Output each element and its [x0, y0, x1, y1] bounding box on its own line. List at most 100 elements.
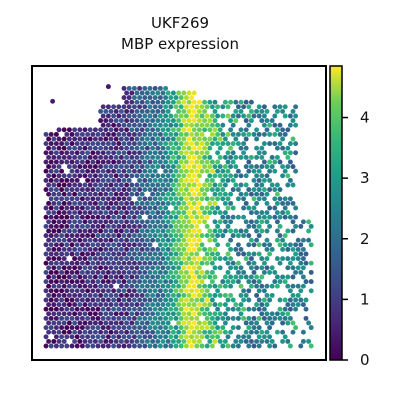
spot-point — [215, 325, 221, 331]
spot-point — [100, 141, 106, 147]
spot-point — [142, 141, 148, 147]
spot-point — [51, 219, 57, 225]
spot-point — [56, 265, 62, 271]
spot-point — [251, 306, 257, 312]
spot-point — [51, 164, 57, 170]
spot-point — [272, 159, 278, 165]
spot-point — [126, 251, 132, 257]
spot-point — [126, 159, 132, 165]
spot-point — [121, 260, 127, 266]
spot-point — [176, 338, 182, 344]
spot-point — [85, 150, 91, 156]
spot-point — [272, 279, 278, 285]
spot-point — [61, 302, 67, 308]
spot-point — [46, 191, 52, 197]
spot-point — [222, 256, 228, 262]
spot-point — [189, 288, 195, 294]
spot-point — [199, 269, 205, 275]
spot-point — [69, 196, 75, 202]
spot-point — [199, 214, 205, 220]
spot-point — [142, 334, 148, 340]
spot-point — [116, 288, 122, 294]
spot-point — [77, 154, 83, 160]
spot-point — [238, 228, 244, 234]
spot-point — [282, 297, 288, 303]
spot-point — [155, 200, 161, 206]
spot-point — [105, 233, 111, 239]
spot-point — [56, 210, 62, 216]
spot-point — [118, 265, 124, 271]
spot-point — [204, 150, 210, 156]
spot-point — [269, 311, 275, 317]
spot-point — [238, 145, 244, 151]
spot-point — [285, 256, 291, 262]
spot-point — [204, 122, 210, 128]
spot-point — [178, 279, 184, 285]
spot-point — [290, 292, 296, 298]
spot-point — [225, 315, 231, 321]
spot-point — [108, 338, 114, 344]
spot-point — [98, 108, 104, 114]
spot-point — [95, 223, 101, 229]
spot-point — [108, 237, 114, 243]
spot-point — [194, 279, 200, 285]
spot-point — [61, 237, 67, 243]
spot-point — [48, 141, 54, 147]
spot-point — [131, 159, 137, 165]
spot-point — [212, 320, 218, 326]
spot-point — [225, 242, 231, 248]
spot-point — [69, 306, 75, 312]
spot-point — [235, 233, 241, 239]
spot-point — [87, 154, 93, 160]
spot-point — [212, 173, 218, 179]
spot-point — [235, 269, 241, 275]
spot-point — [61, 246, 67, 252]
spot-point — [139, 127, 145, 133]
spot-point — [51, 302, 57, 308]
spot-point — [222, 164, 228, 170]
spot-point — [222, 274, 228, 280]
spot-point — [108, 274, 114, 280]
spot-point — [256, 131, 262, 137]
spot-point — [131, 223, 137, 229]
spot-point — [165, 182, 171, 188]
spot-point — [194, 260, 200, 266]
spot-point — [121, 187, 127, 193]
spot-point — [131, 95, 137, 101]
spot-point — [118, 329, 124, 335]
spot-point — [116, 233, 122, 239]
spot-point — [152, 251, 158, 257]
spot-point — [113, 246, 119, 252]
spot-point — [134, 265, 140, 271]
spot-point — [207, 99, 213, 105]
spot-point — [124, 302, 130, 308]
spot-point — [105, 205, 111, 211]
spot-point — [82, 154, 88, 160]
spot-point — [116, 297, 122, 303]
spot-point — [209, 187, 215, 193]
spot-point — [269, 292, 275, 298]
spot-point — [137, 95, 143, 101]
spot-point — [173, 113, 179, 119]
spot-point — [92, 246, 98, 252]
spot-point — [222, 302, 228, 308]
spot-point — [220, 187, 226, 193]
spot-point — [103, 200, 109, 206]
spot-point — [43, 131, 49, 137]
spot-point — [199, 279, 205, 285]
spot-point — [137, 325, 143, 331]
spot-point — [134, 311, 140, 317]
spot-point — [108, 256, 114, 262]
spot-point — [124, 338, 130, 344]
spot-point — [277, 233, 283, 239]
spot-point — [264, 200, 270, 206]
spot-point — [230, 279, 236, 285]
spot-point — [295, 246, 301, 252]
spot-point — [160, 145, 166, 151]
spot-layer — [43, 84, 314, 349]
spot-point — [280, 164, 286, 170]
spot-point — [98, 302, 104, 308]
spot-point — [124, 173, 130, 179]
spot-point — [189, 334, 195, 340]
spot-point — [147, 269, 153, 275]
